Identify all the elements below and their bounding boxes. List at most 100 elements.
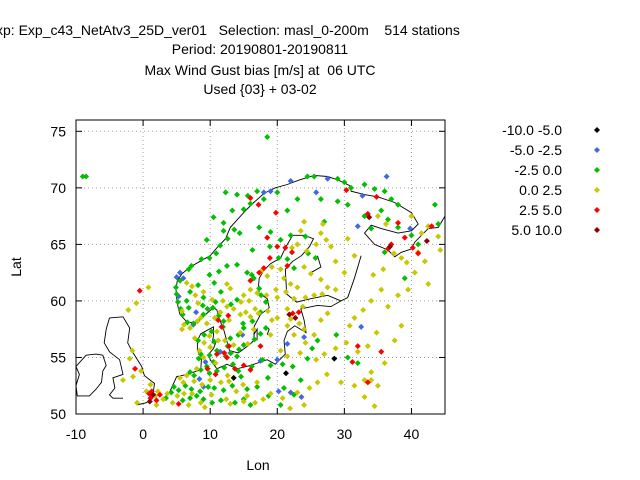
data-point: [238, 299, 245, 306]
data-point: [176, 374, 183, 381]
data-point: [220, 227, 227, 234]
chart-title-line-1: xp: Exp_c43_NetAtv3_25D_ver01 Selection:…: [0, 22, 460, 38]
data-point: [289, 249, 296, 256]
data-point: [164, 390, 171, 397]
data-point: [349, 358, 356, 365]
data-point: [211, 384, 218, 391]
data-point: [280, 384, 287, 391]
data-point: [291, 295, 298, 302]
data-point: [145, 284, 152, 291]
data-point: [83, 173, 90, 180]
data-point: [170, 383, 177, 390]
data-point: [227, 349, 234, 356]
data-point: [381, 249, 388, 256]
data-point: [200, 288, 207, 295]
data-point: [233, 388, 240, 395]
data-point: [254, 188, 261, 195]
data-point: [351, 252, 358, 259]
data-point: [262, 325, 269, 332]
data-point: [217, 288, 224, 295]
chart-title-line-2: Period: 20190801-20190811: [171, 41, 349, 57]
data-point: [237, 311, 244, 318]
data-point: [183, 297, 190, 304]
data-point: [227, 301, 234, 308]
data-point: [247, 200, 254, 207]
data-point: [435, 221, 442, 228]
data-point: [425, 223, 432, 230]
data-point: [418, 230, 425, 237]
data-point: [284, 207, 291, 214]
data-point: [197, 388, 204, 395]
data-point: [359, 192, 366, 199]
data-point: [237, 329, 244, 336]
data-point: [262, 299, 269, 306]
data-point: [408, 213, 415, 220]
x-tick-label: 20: [269, 426, 285, 442]
data-point: [373, 329, 380, 336]
data-point: [187, 325, 194, 332]
data-point: [275, 388, 282, 395]
legend-marker: [594, 207, 600, 213]
data-point: [176, 277, 183, 284]
data-point: [185, 304, 192, 311]
data-point: [129, 347, 136, 354]
data-point: [301, 334, 308, 341]
data-point: [386, 243, 393, 250]
data-point: [381, 360, 388, 367]
data-point: [185, 266, 192, 273]
data-point: [187, 288, 194, 295]
data-point: [207, 344, 214, 351]
data-point: [194, 318, 201, 325]
data-point: [220, 387, 227, 394]
data-point: [153, 397, 160, 404]
data-point: [199, 381, 206, 388]
data-point: [229, 382, 236, 389]
data-point: [264, 133, 271, 140]
data-point: [411, 269, 418, 276]
data-point: [289, 244, 296, 251]
legend-marker: [594, 147, 600, 153]
data-point: [223, 280, 230, 287]
data-point: [324, 175, 331, 182]
data-point: [249, 318, 256, 325]
data-point: [188, 386, 195, 393]
data-point: [213, 328, 220, 335]
x-axis-label: Lon: [246, 457, 269, 473]
data-point: [179, 397, 186, 404]
data-point: [401, 234, 408, 241]
data-point: [351, 382, 358, 389]
data-point: [138, 368, 145, 375]
data-point: [244, 269, 251, 276]
data-point: [183, 372, 190, 379]
data-point: [374, 382, 381, 389]
data-point: [221, 337, 228, 344]
data-point: [277, 236, 284, 243]
x-tick-label: -10: [66, 426, 86, 442]
data-point: [264, 234, 271, 241]
data-point: [380, 266, 387, 273]
data-point: [174, 299, 181, 306]
data-point: [295, 309, 302, 316]
data-point: [240, 292, 247, 299]
data-point: [314, 379, 321, 386]
data-point: [191, 335, 198, 342]
data-point: [319, 221, 326, 228]
data-point: [366, 214, 373, 221]
data-point: [224, 372, 231, 379]
data-point: [287, 280, 294, 287]
data-point: [282, 244, 289, 251]
data-point: [229, 207, 236, 214]
data-point: [224, 235, 231, 242]
data-point: [208, 391, 215, 398]
data-point: [313, 189, 320, 196]
data-point: [223, 354, 230, 361]
data-point: [126, 355, 133, 362]
legend-label: -2.5 0.0: [515, 162, 563, 178]
data-point: [234, 296, 241, 303]
data-point: [274, 243, 281, 250]
data-point: [198, 256, 205, 263]
y-tick-label: 70: [50, 180, 66, 196]
data-point: [332, 258, 339, 265]
data-point: [209, 399, 216, 406]
data-point: [185, 401, 192, 408]
